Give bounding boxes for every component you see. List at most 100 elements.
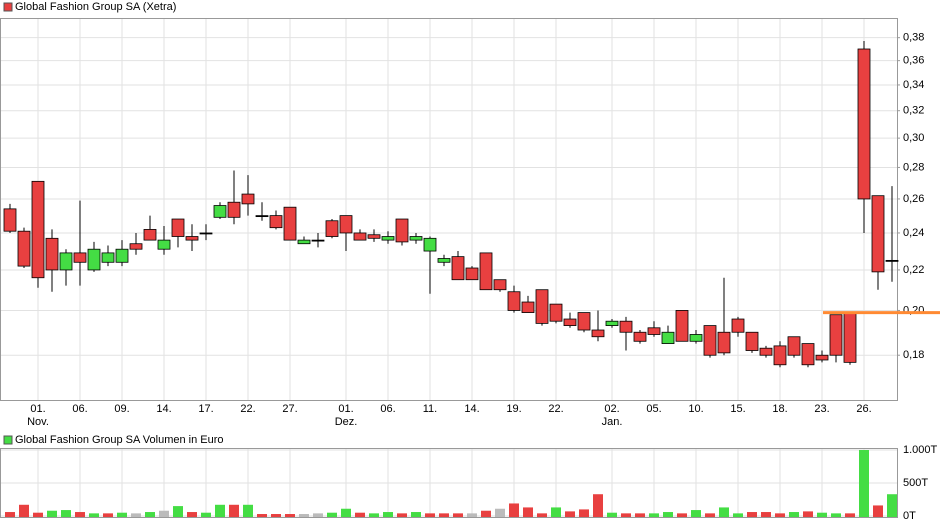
x-tick-label: 01. [338, 403, 353, 415]
volume-bar [467, 513, 477, 517]
volume-bar [439, 513, 449, 517]
volume-bar [313, 513, 323, 517]
x-tick-label: 11. [423, 403, 437, 415]
price-title: Global Fashion Group SA (Xetra) [15, 1, 176, 13]
y-tick-label: 0,36 [903, 55, 924, 67]
y-tick-label: 0,24 [903, 227, 924, 239]
volume-bar [173, 506, 183, 517]
volume-bar [229, 504, 239, 517]
x-tick-label: 02. [604, 403, 619, 415]
candle-body [269, 215, 283, 229]
x-tick-label: 22. [548, 403, 563, 415]
volume-bar [761, 512, 771, 517]
candle-body [507, 291, 521, 311]
month-label: Dez. [335, 416, 358, 428]
volume-bar [859, 450, 869, 517]
candle-body [395, 218, 409, 243]
volume-bar [733, 513, 743, 517]
candle-body [227, 201, 241, 218]
candle-body [451, 256, 465, 281]
volume-bar [299, 514, 309, 517]
volume-bar [285, 514, 295, 517]
volume-bar [705, 513, 715, 517]
volume-bar [551, 507, 561, 517]
volume-bar [369, 513, 379, 517]
volume-bar [19, 504, 29, 517]
candle-body [381, 236, 395, 241]
candle-body [73, 252, 87, 263]
y-tick-label: 0,18 [903, 349, 924, 361]
volume-bar [873, 505, 883, 517]
volume-bar [187, 512, 197, 517]
candle-body [255, 215, 269, 218]
candle-body [437, 258, 451, 263]
volume-bar [649, 513, 659, 517]
candle-body [759, 347, 773, 356]
candle-body [493, 279, 507, 291]
volume-bar [257, 514, 267, 517]
volume-bar [523, 507, 533, 517]
volume-bar [159, 510, 169, 517]
volume-bar [201, 512, 211, 517]
x-tick-label: 05. [646, 403, 661, 415]
candle-body [115, 248, 129, 263]
y-tick-label: 500T [903, 477, 928, 489]
volume-bar [803, 511, 813, 517]
volume-bar [425, 513, 435, 517]
x-tick-label: 17. [198, 403, 213, 415]
y-tick-label: 0T [903, 510, 916, 522]
candle-body [801, 343, 815, 366]
x-tick-label: 19. [506, 403, 521, 415]
candle-body [59, 252, 73, 271]
y-tick-label: 0,34 [903, 79, 924, 91]
candle-body [241, 193, 255, 205]
x-tick-label: 14. [156, 403, 171, 415]
x-tick-label: 06. [380, 403, 395, 415]
candle-body [605, 320, 619, 326]
volume-bar [621, 513, 631, 517]
volume-bar [691, 510, 701, 517]
x-tick-label: 22. [240, 403, 255, 415]
y-tick-label: 0,20 [903, 304, 924, 316]
volume-bar [383, 512, 393, 517]
x-tick-label: 10. [688, 403, 703, 415]
candle-body [871, 195, 885, 273]
y-tick-label: 0,38 [903, 32, 924, 44]
candle-body [885, 259, 899, 262]
candle-body [31, 180, 45, 279]
volume-bar [677, 513, 687, 517]
candle-body [675, 310, 689, 342]
candle-body [87, 248, 101, 271]
y-tick-label: 0,30 [903, 132, 924, 144]
x-tick-label: 01. [30, 403, 45, 415]
candle-body [647, 327, 661, 335]
volume-bar [215, 504, 225, 517]
y-tick-label: 0,28 [903, 161, 924, 173]
candle-body [717, 331, 731, 354]
candle-body [325, 220, 339, 237]
volume-frame [0, 448, 898, 518]
x-tick-label: 26. [856, 403, 871, 415]
volume-bar [481, 510, 491, 517]
x-tick-label: 15. [730, 403, 745, 415]
volume-bar [103, 513, 113, 517]
candle-body [465, 267, 479, 281]
candle-body [339, 215, 353, 234]
month-label: Jan. [602, 416, 623, 428]
candle-body [353, 232, 367, 241]
x-tick-label: 09. [114, 403, 129, 415]
candle-body [521, 301, 535, 313]
candle-body [633, 331, 647, 342]
candle-body [17, 230, 31, 267]
volume-bar [719, 507, 729, 517]
volume-bar [831, 513, 841, 517]
volume-bar [145, 512, 155, 517]
volume-bar [579, 509, 589, 517]
volume-bar [341, 508, 351, 517]
y-tick-label: 0,32 [903, 105, 924, 117]
volume-bar [817, 512, 827, 517]
volume-bar [887, 494, 897, 517]
candle-body [591, 329, 605, 338]
volume-bar [411, 512, 421, 517]
candle-body [703, 325, 717, 356]
